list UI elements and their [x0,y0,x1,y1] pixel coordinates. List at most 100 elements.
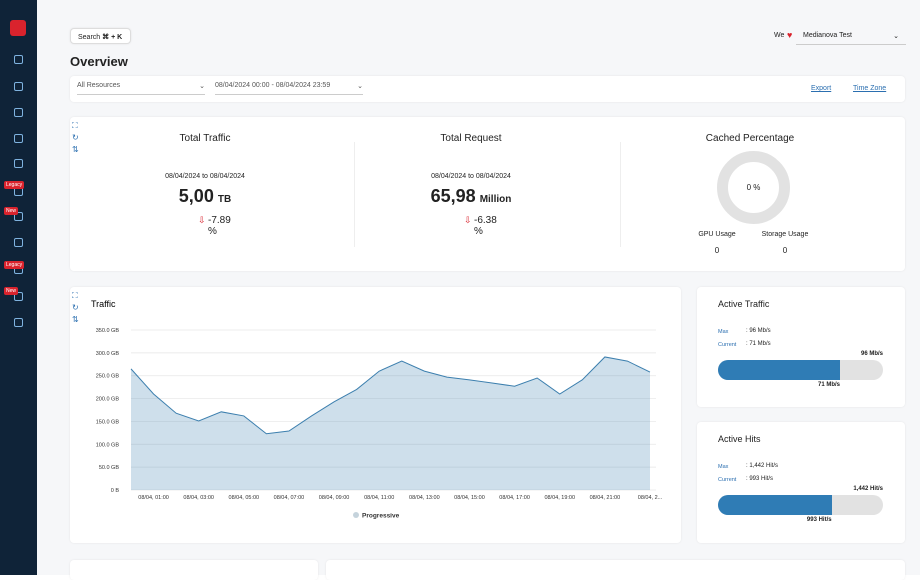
y-tick-label: 0 B [111,488,120,494]
x-tick-label: 08/04, 15:00 [454,495,485,501]
cached-percent: 0 % [746,183,761,192]
nav-icon[interactable] [14,82,23,91]
services-card [326,560,905,580]
timezone-link[interactable]: Time Zone [853,85,887,92]
current-label: Current [718,342,737,348]
x-tick-label: 08/04, 09:00 [319,495,350,501]
y-tick-label: 100.0 GB [96,442,120,448]
y-tick-label: 350.0 GB [96,328,120,334]
max-label: Max [718,329,729,335]
nav-icon[interactable] [14,212,23,221]
stat-value: 5,00 TB [110,186,300,207]
search-button[interactable]: Search ⌘ + K [70,28,131,44]
card-title: Active Hits [718,434,761,444]
nav-icon[interactable] [14,55,23,64]
card-tools[interactable]: ⛶ ↻ ⇅ [72,121,79,154]
chart-title: Traffic [91,299,116,309]
heart: ♥ [787,30,793,40]
active-hits-card: Active Hits Max: 1,442 Hit/s Current: 993 … [697,422,905,543]
nav-icon[interactable] [14,159,23,168]
card-tools[interactable]: ⛶ ↻ ⇅ [72,291,79,324]
resource-select[interactable]: All Resources ⌄ [77,82,205,95]
traffic-card: ⛶ ↻ ⇅ Traffic 0 B 50.0 GB 100.0 GB 150.0 GB 20… [70,287,681,543]
current-bar-label: 71 Mb/s [818,382,841,388]
unit: TB [217,194,232,205]
max-bar-label: 96 Mb/s [860,351,883,357]
resource-text: All Resources [77,82,121,89]
date-select[interactable]: 08/04/2024 00:00 - 08/04/2024 23:59 ⌄ [215,82,363,95]
nav-icon[interactable] [14,134,23,143]
current-bar-label: 993 Hit/s [806,517,832,523]
y-tick-label: 300.0 GB [96,351,120,357]
nav-icon[interactable] [14,318,23,327]
cached-donut [717,151,790,224]
bar-fill [718,360,841,380]
we-text: We [774,32,785,39]
active-traffic-card: Active Traffic Max: 96 Mb/s Current: 71 Mb… [697,287,905,407]
stat-change: -7.89 % [208,215,231,237]
y-tick-label: 200.0 GB [96,397,120,403]
unit: Million [479,194,512,205]
stat-date: 08/04/2024 to 08/04/2024 [431,173,511,180]
value: 5,00 [178,186,214,206]
sidebar: Legacy New Legacy New [0,0,37,575]
current-text: : 71 Mb/s [746,341,771,347]
page-title: Overview [70,54,128,69]
x-tick-label: 08/04, 07:00 [274,495,305,501]
stat-title: Total Traffic [179,133,231,144]
line [130,356,651,435]
filter-bar: All Resources ⌄ 08/04/2024 00:00 - 08/04/… [70,76,905,102]
logo[interactable] [10,20,26,36]
max-bar-label: 1,442 Hit/s [853,486,883,492]
value: 65,98 [430,186,476,206]
current-label: Current [718,477,737,483]
nav-icon[interactable] [14,292,23,301]
export-link[interactable]: Export [811,85,832,92]
gpu-value: 0 [714,246,720,255]
area [131,356,650,490]
badge: Legacy [4,181,25,189]
legend-dot [353,512,359,518]
stat-arrow: ⇩ [198,215,206,225]
x-tick-label: 08/04, 11:00 [364,495,394,501]
y-tick-label: 150.0 GB [96,419,120,425]
divider [620,142,621,247]
date-text: 08/04/2024 00:00 - 08/04/2024 23:59 [215,82,331,89]
storage-label: Storage Usage [761,231,809,238]
cached-title: Cached Percentage [705,133,795,144]
search-text: Search [78,34,101,41]
badge: New [4,207,19,215]
divider [354,142,355,247]
max-text: : 96 Mb/s [746,328,771,334]
x-tick-label: 08/04, 17:00 [499,495,530,501]
shortcut: ⌘ + K [102,34,123,41]
x-tick-label: 08/04, 13:00 [409,495,440,501]
bar-fill [718,495,832,515]
x-tick-label: 08/04, 03:00 [183,495,214,501]
stat-value: 65,98 Million [376,186,566,207]
stat-change: -6.38 % [474,215,497,237]
stat-arrow: ⇩ [464,215,472,225]
badge: New [4,287,19,295]
x-tick-label: 08/04, 19:00 [544,495,575,501]
traffic-chart: Traffic 0 B 50.0 GB 100.0 GB 150.0 GB 200.0 … [91,299,663,520]
account-select[interactable]: Medianova Test ⌄ [796,28,906,45]
stat-date: 08/04/2024 to 08/04/2024 [165,173,245,180]
nav-icon[interactable] [14,238,23,247]
errors-card [70,560,318,580]
storage-value: 0 [782,246,788,255]
stat-title: Total Request [440,133,502,144]
x-tick-label: 08/04, 2... [638,495,663,501]
bar-track [718,360,883,380]
max-label: Max [718,464,729,470]
legend-label: Progressive [362,513,400,520]
gpu-label: GPU Usage [698,231,736,238]
y-tick-label: 250.0 GB [96,374,120,380]
x-tick-label: 08/04, 05:00 [229,495,260,501]
x-tick-label: 08/04, 01:00 [138,495,169,501]
bar-track [718,495,883,515]
max-text: : 1,442 Hit/s [746,463,779,469]
nav-icon[interactable] [14,108,23,117]
badge: Legacy [4,261,25,269]
